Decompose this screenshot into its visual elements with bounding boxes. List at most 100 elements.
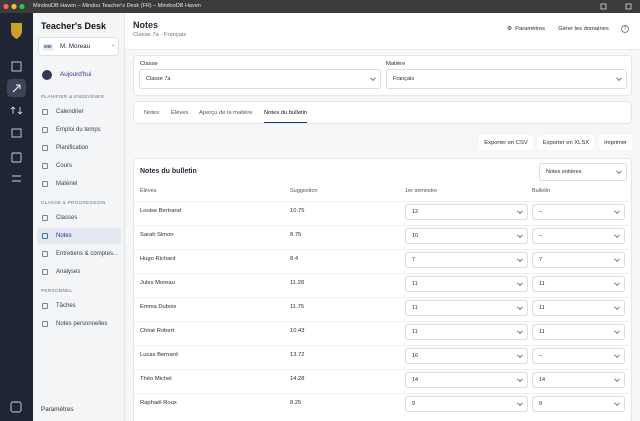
mode-select[interactable]: Notes entières (539, 163, 627, 181)
page-header: Notes Classe 7a · Français ⚙ Paramètres G… (125, 13, 640, 50)
user-switcher[interactable]: MM M. Moreau ⌄ (38, 37, 119, 56)
bulletin-select[interactable]: 11 (532, 324, 625, 340)
suggestion: 8.25 (290, 400, 302, 406)
table-card: Notes du bulletin Notes entières Élèves S… (133, 158, 632, 421)
semester-select[interactable]: 9 (405, 396, 528, 412)
rail-icons (7, 23, 26, 413)
bulletin-select[interactable]: – (532, 348, 625, 364)
bulletin-select[interactable]: – (532, 228, 625, 244)
tab[interactable]: Notes (144, 110, 160, 116)
nav-item[interactable]: Emploi du temps (37, 122, 121, 138)
class-select[interactable]: Classe 7a (139, 69, 381, 89)
rail-settings-icon[interactable] (10, 401, 22, 413)
nav-item[interactable]: Cours (37, 158, 121, 174)
bulletin-select[interactable]: 9 (532, 396, 625, 412)
scan-icon[interactable] (11, 128, 22, 138)
nav-label: Emploi du temps (56, 127, 101, 133)
close-button[interactable] (3, 3, 9, 10)
settings-button[interactable]: ⚙ Paramètres (503, 22, 549, 36)
nav-item[interactable]: Entretiens & comptes... (37, 246, 121, 262)
student-name: Lucas Bernard (140, 352, 178, 358)
zoom-button[interactable] (19, 3, 25, 10)
nav-icon (42, 145, 48, 151)
suggestion: 10.43 (290, 328, 305, 334)
nav-item[interactable]: Tâches (37, 298, 121, 314)
bulletin-select[interactable]: 11 (532, 276, 625, 292)
action-button[interactable]: Imprimer (599, 135, 632, 150)
nav-item[interactable]: Notes (37, 228, 121, 244)
filter-label: Matière (386, 61, 406, 67)
today-link[interactable]: Aujourd'hui (60, 71, 92, 78)
nav-item[interactable]: Analyses (37, 264, 121, 280)
suggestion: 10.75 (290, 208, 305, 214)
domains-button[interactable]: Gérer les domaines (554, 22, 613, 36)
semester-select[interactable]: 12 (405, 204, 528, 220)
nav-label: Notes (56, 233, 72, 239)
semester-select[interactable]: 11 (405, 276, 528, 292)
nav-icon (42, 269, 48, 275)
filter-card: Classe Classe 7a Matière Français (133, 55, 632, 96)
tab[interactable]: Aperçu de la matière (199, 110, 253, 116)
row-divider (134, 369, 631, 370)
row-divider (134, 273, 631, 274)
tab-bar: Notes Élèves Aperçu de la matière Notes du … (133, 101, 632, 124)
plan-icon[interactable] (12, 84, 21, 93)
tab[interactable]: Notes du bulletin (264, 110, 308, 123)
semester-select[interactable]: 14 (405, 372, 528, 388)
nav-item[interactable]: Notes personnelles (37, 316, 121, 332)
nav-label: Entretiens & comptes... (56, 251, 119, 257)
nav-item[interactable]: Classes (37, 210, 121, 226)
action-button[interactable]: Exporter en XLSX (537, 135, 595, 150)
row-divider (134, 297, 631, 298)
nav-label: Tâches (56, 303, 76, 309)
nav-icon (42, 109, 48, 115)
semester-select[interactable]: 7 (405, 252, 528, 268)
window-icon[interactable] (625, 3, 632, 10)
chevron: ⌄ (111, 42, 117, 48)
calendar-icon[interactable] (11, 152, 22, 163)
bulletin-select[interactable]: 11 (532, 300, 625, 316)
dashboard-icon[interactable] (11, 61, 22, 72)
help-icon[interactable]: ? (621, 25, 629, 33)
table-title: Notes du bulletin (140, 168, 197, 175)
column-header: Suggestion (290, 188, 318, 194)
nav-item[interactable]: Calendrier (37, 104, 121, 120)
student-name: Raphaël Roux (140, 400, 177, 406)
nav-icon (42, 303, 48, 309)
filter-label: Classe (140, 61, 158, 67)
row-divider (134, 345, 631, 346)
action-bar: Exporter en CSV Exporter en XLSX Imprimer (133, 135, 632, 151)
semester-select[interactable]: 11 (405, 324, 528, 340)
student-name: Jules Moreau (140, 280, 175, 286)
suggestion: 14.28 (290, 376, 305, 382)
semester-select[interactable]: 10 (405, 228, 528, 244)
transfer-icon[interactable] (10, 106, 23, 115)
semester-select[interactable]: 16 (405, 348, 528, 364)
nav-label: Cours (56, 163, 73, 169)
filter-icon[interactable] (12, 175, 21, 182)
bulletin-select[interactable]: 7 (532, 252, 625, 268)
nav-item[interactable]: Planification (37, 140, 121, 156)
row-divider (134, 393, 631, 394)
nav-icon (42, 233, 48, 239)
sync-icon[interactable] (600, 3, 607, 10)
subject-select[interactable]: Français (386, 69, 627, 89)
window-controls (3, 3, 632, 10)
nav-label: Classes (56, 215, 78, 221)
nav-icon (42, 215, 48, 221)
nav-icon (42, 127, 48, 133)
suggestion: 8.4 (290, 256, 299, 262)
nav-icon (42, 181, 48, 187)
student-name: Hugo Richard (140, 256, 176, 262)
action-button[interactable]: Exporter en CSV (479, 135, 533, 150)
minimize-button[interactable] (11, 3, 17, 10)
nav-icon (42, 163, 48, 169)
tab[interactable]: Élèves (171, 110, 189, 116)
settings-link[interactable]: Paramètres (41, 406, 74, 413)
nav-item[interactable]: Matériel (37, 176, 121, 192)
bulletin-select[interactable]: 14 (532, 372, 625, 388)
semester-select[interactable]: 11 (405, 300, 528, 316)
bulletin-select[interactable]: – (532, 204, 625, 220)
row-divider (134, 321, 631, 322)
